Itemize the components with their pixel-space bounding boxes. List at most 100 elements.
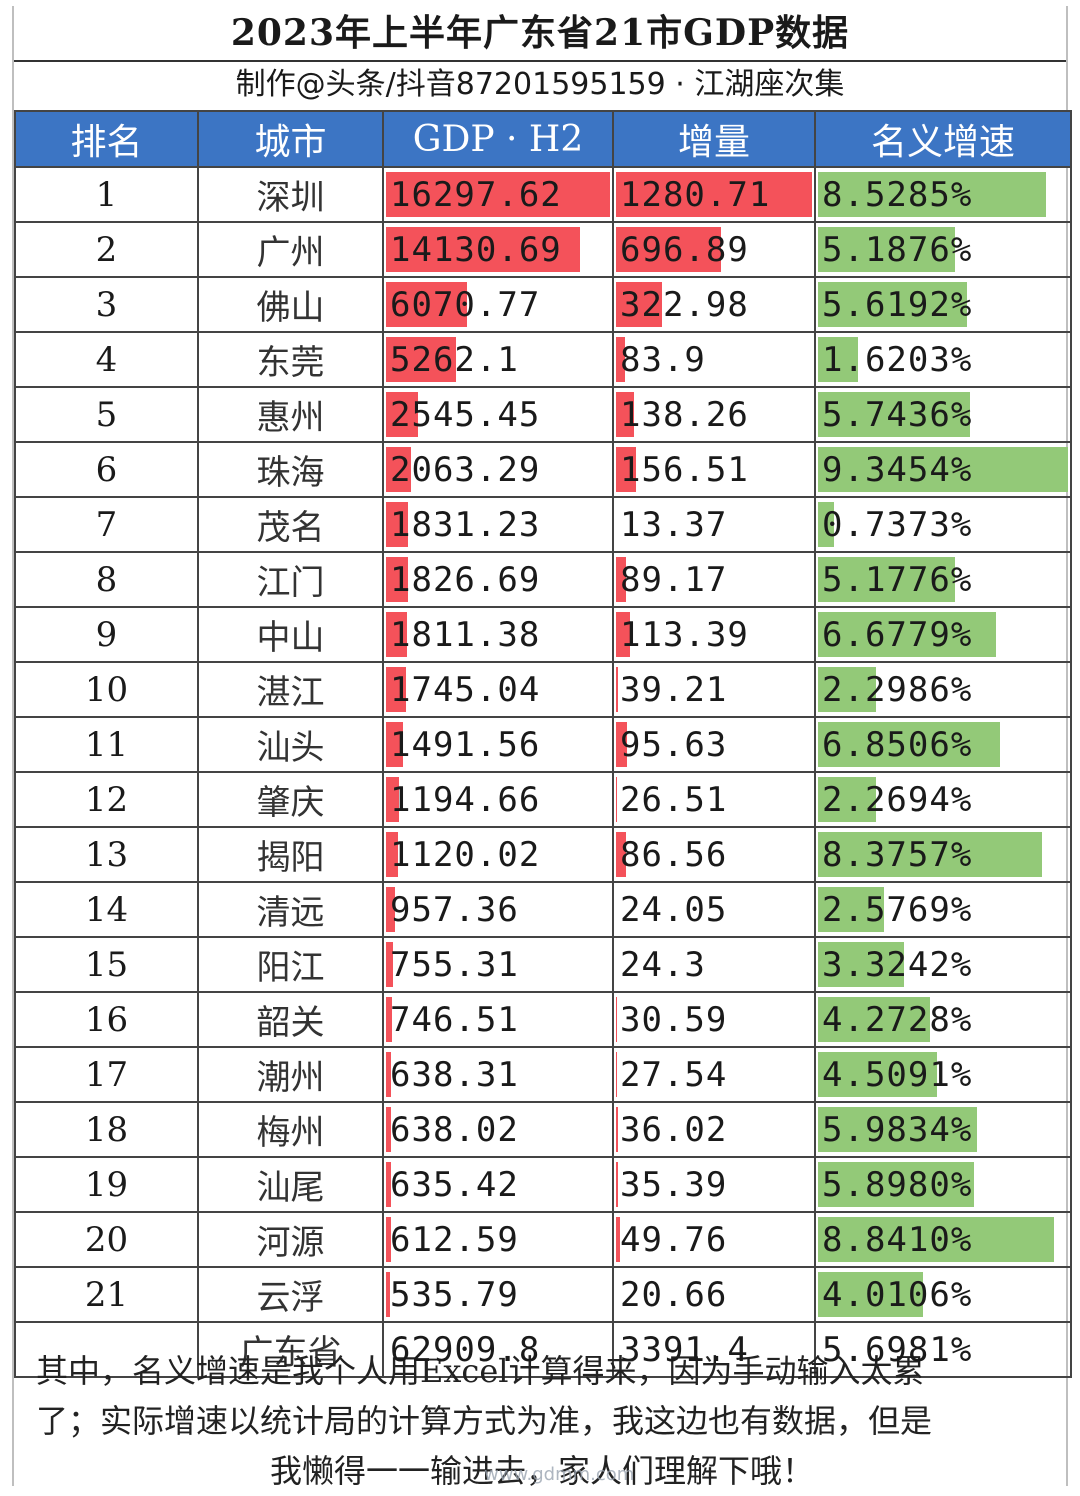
rank-cell: 19: [15, 1157, 198, 1212]
increase-value: 36.02: [614, 1110, 727, 1150]
growth-cell: 4.0106%: [815, 1267, 1071, 1322]
growth-value: 0.7373%: [816, 505, 972, 545]
increase-value: 95.63: [614, 725, 727, 765]
growth-value: 2.5769%: [816, 890, 972, 930]
gdp-cell: 1826.69: [383, 552, 613, 607]
increase-value: 322.98: [614, 285, 749, 325]
gdp-cell: 16297.62: [383, 167, 613, 222]
gdp-cell: 1491.56: [383, 717, 613, 772]
increase-cell: 89.17: [613, 552, 815, 607]
page-title: 2023年上半年广东省21市GDP数据: [14, 6, 1066, 62]
growth-value: 1.6203%: [816, 340, 972, 380]
city-cell: 茂名: [198, 497, 383, 552]
city-cell: 汕头: [198, 717, 383, 772]
increase-cell: 86.56: [613, 827, 815, 882]
city-cell: 江门: [198, 552, 383, 607]
header-row: 排名 城市 GDP · H2 增量 名义增速: [15, 111, 1071, 167]
gdp-cell: 1811.38: [383, 607, 613, 662]
growth-value: 5.1776%: [816, 560, 972, 600]
increase-value: 89.17: [614, 560, 727, 600]
rank-cell: 10: [15, 662, 198, 717]
increase-value: 39.21: [614, 670, 727, 710]
rank-cell: 12: [15, 772, 198, 827]
gdp-cell: 635.42: [383, 1157, 613, 1212]
growth-value: 5.1876%: [816, 230, 972, 270]
growth-cell: 6.8506%: [815, 717, 1071, 772]
growth-value: 8.8410%: [816, 1220, 972, 1260]
growth-cell: 8.8410%: [815, 1212, 1071, 1267]
gdp-value: 746.51: [384, 1000, 519, 1040]
gdp-cell: 1194.66: [383, 772, 613, 827]
growth-cell: 5.7436%: [815, 387, 1071, 442]
rank-cell: 4: [15, 332, 198, 387]
growth-cell: 4.5091%: [815, 1047, 1071, 1102]
rank-cell: 11: [15, 717, 198, 772]
increase-cell: 39.21: [613, 662, 815, 717]
increase-value: 696.89: [614, 230, 749, 270]
growth-cell: 5.1776%: [815, 552, 1071, 607]
growth-cell: 6.6779%: [815, 607, 1071, 662]
increase-value: 24.05: [614, 890, 727, 930]
growth-value: 8.3757%: [816, 835, 972, 875]
increase-cell: 26.51: [613, 772, 815, 827]
city-cell: 揭阳: [198, 827, 383, 882]
increase-cell: 83.9: [613, 332, 815, 387]
growth-value: 5.7436%: [816, 395, 972, 435]
rank-cell: 6: [15, 442, 198, 497]
gdp-value: 5262.1: [384, 340, 519, 380]
growth-cell: 0.7373%: [815, 497, 1071, 552]
total-increase-value: 3391.4: [614, 1330, 749, 1370]
city-cell: 中山: [198, 607, 383, 662]
gdp-value: 16297.62: [384, 175, 562, 215]
gdp-value: 14130.69: [384, 230, 562, 270]
increase-value: 49.76: [614, 1220, 727, 1260]
increase-cell: 138.26: [613, 387, 815, 442]
growth-value: 2.2694%: [816, 780, 972, 820]
city-cell: 肇庆: [198, 772, 383, 827]
gdp-cell: 957.36: [383, 882, 613, 937]
increase-value: 26.51: [614, 780, 727, 820]
rank-cell: 18: [15, 1102, 198, 1157]
growth-value: 5.8980%: [816, 1165, 972, 1205]
gdp-cell: 2545.45: [383, 387, 613, 442]
increase-cell: 27.54: [613, 1047, 815, 1102]
page-subtitle: 制作@头条/抖音87201595159 · 江湖座次集: [14, 60, 1066, 112]
city-cell: 东莞: [198, 332, 383, 387]
increase-value: 156.51: [614, 450, 749, 490]
header-rank: 排名: [15, 111, 198, 167]
gdp-value: 957.36: [384, 890, 519, 930]
growth-value: 4.2728%: [816, 1000, 972, 1040]
city-cell: 阳江: [198, 937, 383, 992]
total-gdp-value: 62909.8: [384, 1330, 540, 1370]
gdp-cell: 638.02: [383, 1102, 613, 1157]
gdp-value: 6070.77: [384, 285, 540, 325]
rank-cell: 9: [15, 607, 198, 662]
increase-cell: 24.3: [613, 937, 815, 992]
increase-value: 30.59: [614, 1000, 727, 1040]
gdp-value: 1811.38: [384, 615, 540, 655]
increase-value: 35.39: [614, 1165, 727, 1205]
gdp-value: 612.59: [384, 1220, 519, 1260]
growth-cell: 3.3242%: [815, 937, 1071, 992]
gdp-cell: 1745.04: [383, 662, 613, 717]
increase-value: 1280.71: [614, 175, 770, 215]
gdp-value: 1491.56: [384, 725, 540, 765]
increase-cell: 696.89: [613, 222, 815, 277]
gdp-value: 1826.69: [384, 560, 540, 600]
increase-cell: 30.59: [613, 992, 815, 1047]
header-city: 城市: [198, 111, 383, 167]
